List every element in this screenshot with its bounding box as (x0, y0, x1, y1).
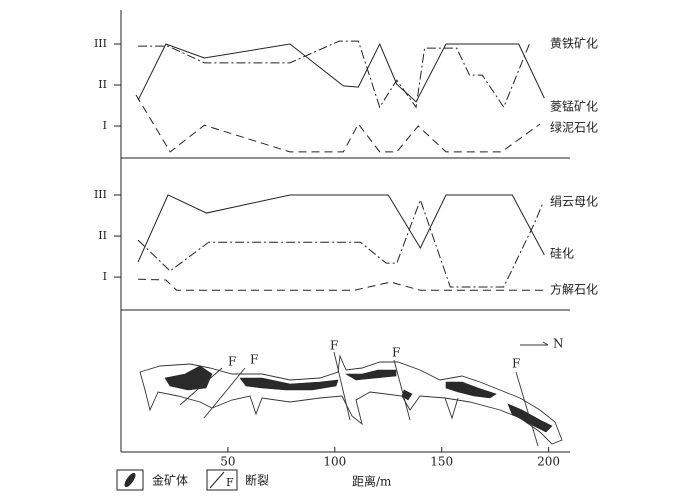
series-line (137, 194, 545, 263)
ore-body (239, 377, 339, 391)
fault-line (179, 367, 223, 406)
series-label: 绿泥石化 (550, 120, 598, 135)
y-tick-label: III (94, 37, 107, 50)
north-arrow (520, 341, 549, 346)
x-tick-label: 200 (537, 455, 560, 469)
fault-line (333, 351, 351, 421)
y-tick-label: II (98, 229, 107, 242)
series-line (135, 94, 541, 153)
fault-label: F (228, 355, 236, 369)
ore-body (344, 369, 397, 381)
y-tick-label: II (98, 78, 107, 91)
ore-body (164, 365, 213, 391)
fault-line (203, 367, 246, 419)
fault-label: F (392, 346, 400, 360)
section-spur (444, 397, 459, 420)
ore-body (445, 381, 497, 399)
north-label: N (553, 337, 564, 351)
fault-line (515, 371, 539, 447)
section-sketch: F F F F F N (139, 337, 564, 447)
fault-label: F (330, 339, 338, 353)
x-axis-label: 距离/m (352, 474, 392, 489)
series-line (138, 278, 545, 291)
series-line (137, 42, 545, 103)
y-tick-label: I (103, 119, 107, 132)
legend-fault-icon (209, 471, 225, 489)
series-label: 菱锰矿化 (550, 99, 598, 114)
fault-label: F (512, 357, 520, 371)
y-tick-label: III (94, 188, 107, 201)
series-label: 硅化 (550, 247, 574, 261)
x-tick-label: 150 (430, 455, 453, 469)
y-tick-label: I (103, 270, 107, 283)
x-tick-label: 50 (220, 455, 235, 469)
series-label: 方解石化 (550, 282, 598, 297)
legend-ore-icon (124, 472, 136, 488)
legend: 金矿体 F 断裂 (116, 469, 269, 491)
series-line (137, 198, 543, 288)
legend-ore-box (116, 469, 144, 491)
x-tick-label: 100 (323, 455, 346, 469)
series-line (138, 40, 530, 109)
legend-text: 金矿体 (152, 473, 188, 488)
legend-text: 断裂 (245, 473, 269, 488)
fault-label: F (250, 353, 258, 367)
series-label: 黄铁矿化 (550, 37, 598, 51)
series-label: 绢云母化 (550, 194, 598, 209)
legend-fault-box (206, 469, 238, 491)
legend-fault-symbol: F (226, 476, 234, 489)
fault-line (393, 359, 411, 421)
